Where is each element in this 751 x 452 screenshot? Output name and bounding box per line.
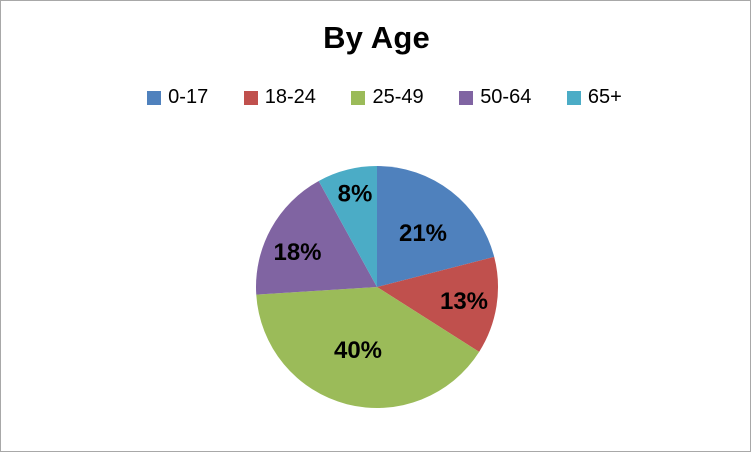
svg-text:40%: 40% [334,337,382,364]
svg-text:21%: 21% [399,220,447,247]
svg-text:13%: 13% [440,288,488,315]
svg-text:8%: 8% [338,181,373,208]
svg-text:18%: 18% [273,239,321,266]
